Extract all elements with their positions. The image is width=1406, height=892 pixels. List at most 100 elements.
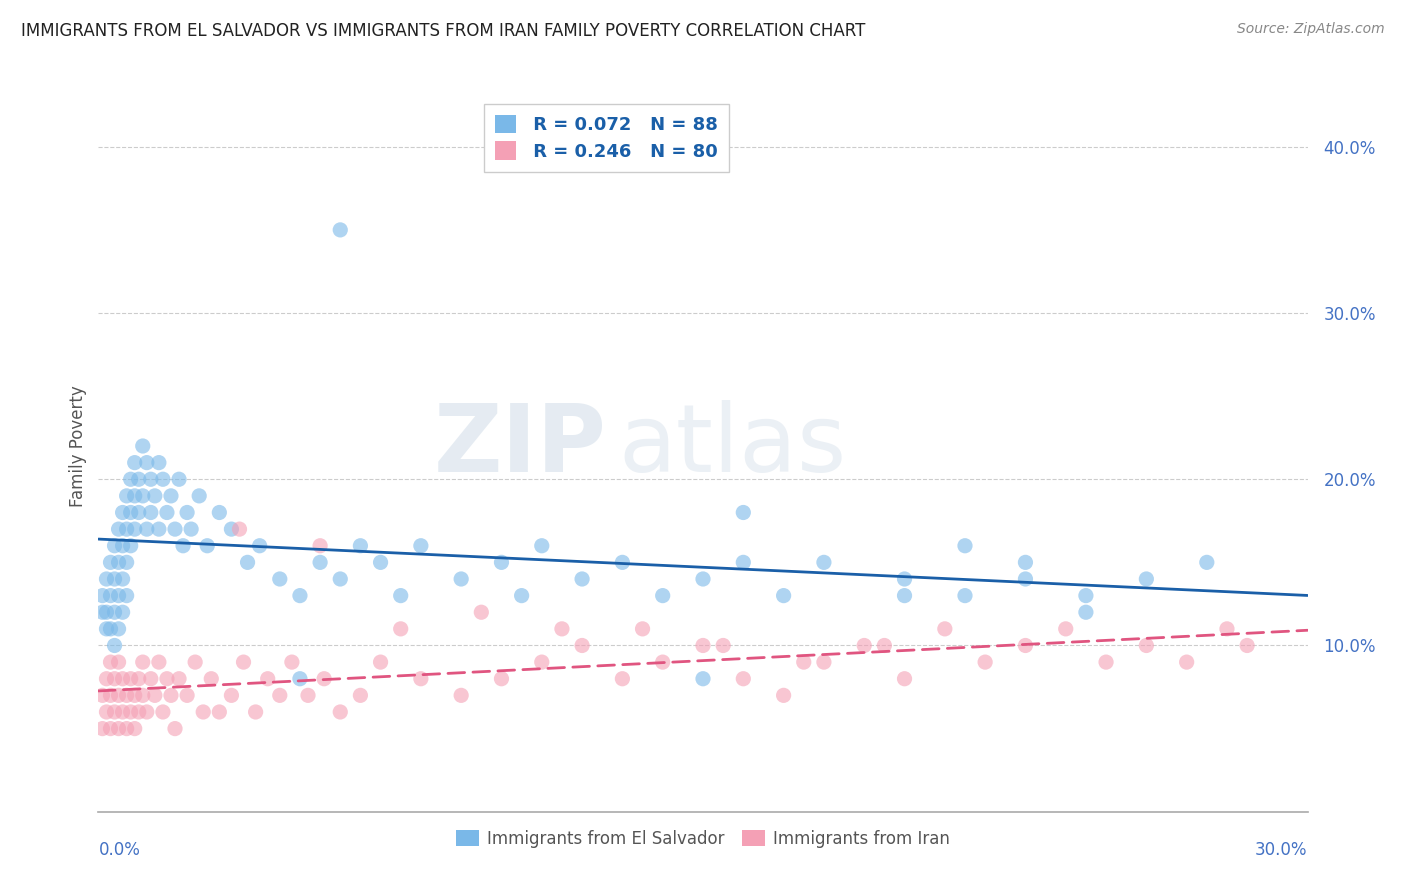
Point xyxy=(135,705,157,719)
Point xyxy=(111,605,134,619)
Point xyxy=(115,722,138,736)
Point xyxy=(853,639,876,653)
Point xyxy=(111,572,134,586)
Point xyxy=(135,522,157,536)
Point xyxy=(409,672,432,686)
Point xyxy=(132,439,155,453)
Point xyxy=(1014,555,1036,569)
Point xyxy=(96,705,118,719)
Point xyxy=(96,622,118,636)
Point xyxy=(188,489,211,503)
Point xyxy=(349,689,371,703)
Text: 30.0%: 30.0% xyxy=(1256,841,1308,859)
Point xyxy=(232,655,254,669)
Point xyxy=(329,223,352,237)
Point xyxy=(269,689,291,703)
Point xyxy=(91,722,114,736)
Point xyxy=(208,506,231,520)
Point xyxy=(96,572,118,586)
Point xyxy=(172,539,194,553)
Point xyxy=(107,522,129,536)
Point xyxy=(107,655,129,669)
Point xyxy=(245,705,267,719)
Point xyxy=(143,689,166,703)
Text: 0.0%: 0.0% xyxy=(98,841,141,859)
Point xyxy=(329,705,352,719)
Point xyxy=(115,589,138,603)
Point xyxy=(163,722,186,736)
Point xyxy=(873,639,896,653)
Point xyxy=(314,672,336,686)
Point xyxy=(281,655,304,669)
Point xyxy=(139,672,162,686)
Point xyxy=(91,689,114,703)
Point xyxy=(120,672,142,686)
Point xyxy=(1216,622,1239,636)
Point xyxy=(128,672,150,686)
Point xyxy=(288,672,311,686)
Point xyxy=(91,589,114,603)
Point xyxy=(1095,655,1118,669)
Y-axis label: Family Poverty: Family Poverty xyxy=(69,385,87,507)
Point xyxy=(148,456,170,470)
Text: ZIP: ZIP xyxy=(433,400,606,492)
Point xyxy=(160,489,183,503)
Point xyxy=(160,689,183,703)
Point xyxy=(103,539,125,553)
Point xyxy=(128,506,150,520)
Point xyxy=(1175,655,1198,669)
Point xyxy=(349,539,371,553)
Point xyxy=(115,522,138,536)
Point xyxy=(120,472,142,486)
Point xyxy=(893,589,915,603)
Point xyxy=(370,555,392,569)
Point xyxy=(152,472,174,486)
Point xyxy=(100,555,122,569)
Point xyxy=(1074,605,1097,619)
Point xyxy=(115,555,138,569)
Point xyxy=(813,655,835,669)
Point xyxy=(813,555,835,569)
Point xyxy=(200,672,222,686)
Point xyxy=(132,489,155,503)
Point xyxy=(269,572,291,586)
Legend: Immigrants from El Salvador, Immigrants from Iran: Immigrants from El Salvador, Immigrants … xyxy=(449,823,957,855)
Point xyxy=(491,555,513,569)
Point xyxy=(692,639,714,653)
Point xyxy=(180,522,202,536)
Point xyxy=(176,689,198,703)
Point xyxy=(612,555,634,569)
Point xyxy=(124,456,146,470)
Point xyxy=(893,672,915,686)
Point xyxy=(772,689,794,703)
Point xyxy=(1054,622,1077,636)
Text: IMMIGRANTS FROM EL SALVADOR VS IMMIGRANTS FROM IRAN FAMILY POVERTY CORRELATION C: IMMIGRANTS FROM EL SALVADOR VS IMMIGRANT… xyxy=(21,22,866,40)
Point xyxy=(236,555,259,569)
Point xyxy=(124,722,146,736)
Point xyxy=(111,705,134,719)
Point xyxy=(100,689,122,703)
Point xyxy=(107,722,129,736)
Point xyxy=(1135,572,1157,586)
Point xyxy=(612,672,634,686)
Point xyxy=(953,589,976,603)
Point xyxy=(120,539,142,553)
Point xyxy=(100,622,122,636)
Point xyxy=(107,555,129,569)
Point xyxy=(193,705,215,719)
Point xyxy=(1236,639,1258,653)
Point xyxy=(156,672,179,686)
Point xyxy=(1014,639,1036,653)
Point xyxy=(389,622,412,636)
Point xyxy=(176,506,198,520)
Point xyxy=(370,655,392,669)
Point xyxy=(470,605,492,619)
Point xyxy=(111,539,134,553)
Point xyxy=(491,672,513,686)
Point xyxy=(156,506,179,520)
Point xyxy=(571,639,593,653)
Text: atlas: atlas xyxy=(619,400,846,492)
Point xyxy=(103,605,125,619)
Point xyxy=(139,472,162,486)
Point xyxy=(124,522,146,536)
